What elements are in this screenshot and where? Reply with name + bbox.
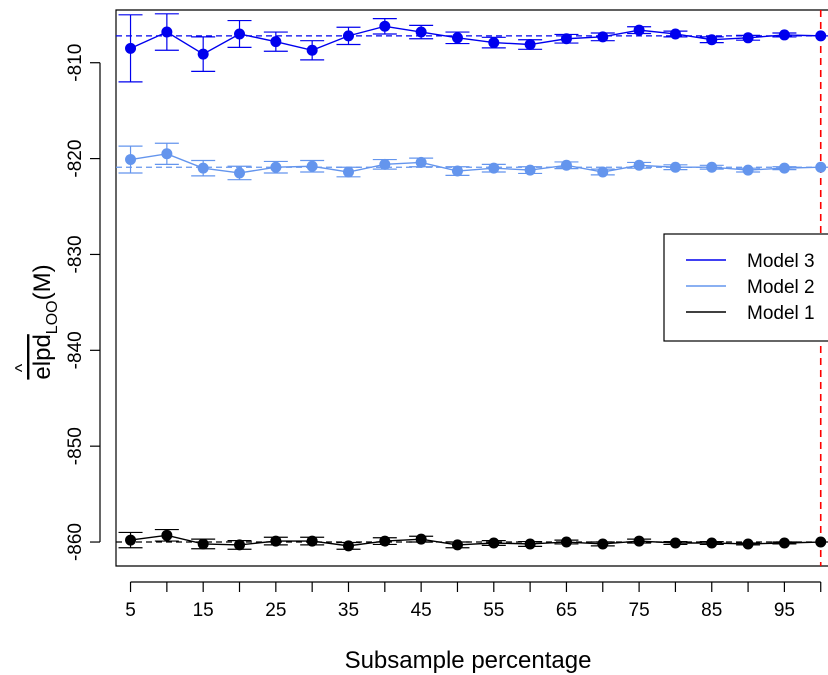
data-point xyxy=(161,26,173,38)
x-axis-label: Subsample percentage xyxy=(345,647,592,674)
series-model-3 xyxy=(116,13,828,83)
data-point xyxy=(234,539,246,551)
y-label-hat: ^ xyxy=(12,363,32,372)
data-point xyxy=(197,48,209,60)
data-point xyxy=(234,167,246,179)
y-label-base: elpd xyxy=(29,334,56,379)
data-point xyxy=(270,161,282,173)
data-point xyxy=(524,164,536,176)
data-point xyxy=(524,39,536,51)
data-point xyxy=(270,36,282,48)
data-point xyxy=(633,535,645,547)
data-point xyxy=(778,29,790,41)
x-tick-label: 15 xyxy=(193,600,214,621)
x-tick-label: 5 xyxy=(125,600,136,621)
y-tick-label: -820 xyxy=(65,140,86,178)
x-tick-label: 75 xyxy=(629,600,650,621)
data-point xyxy=(197,538,209,550)
data-point xyxy=(451,32,463,44)
data-point xyxy=(306,160,318,172)
data-point xyxy=(524,538,536,550)
data-point xyxy=(342,166,354,178)
data-point xyxy=(669,161,681,173)
series-model-2 xyxy=(116,142,828,181)
data-point xyxy=(669,537,681,549)
data-point xyxy=(161,529,173,541)
data-point xyxy=(488,37,500,49)
data-point xyxy=(815,30,827,42)
legend-label: Model 1 xyxy=(747,303,815,324)
y-tick-label: -830 xyxy=(65,235,86,273)
data-point xyxy=(379,20,391,32)
data-point xyxy=(125,534,137,546)
data-point xyxy=(306,535,318,547)
series-layer xyxy=(116,13,828,552)
data-point xyxy=(488,537,500,549)
y-axis-label-text: elpdLOO(M) xyxy=(29,264,61,379)
data-point xyxy=(415,26,427,38)
data-point xyxy=(633,24,645,36)
data-point xyxy=(125,42,137,54)
x-tick-label: 25 xyxy=(265,600,286,621)
data-point xyxy=(778,537,790,549)
legend-box xyxy=(663,233,828,342)
data-point xyxy=(633,159,645,171)
data-point xyxy=(815,161,827,173)
data-point xyxy=(706,34,718,46)
data-point xyxy=(597,166,609,178)
data-point xyxy=(560,33,572,45)
data-point xyxy=(560,159,572,171)
data-point xyxy=(488,162,500,174)
data-point xyxy=(560,536,572,548)
data-point xyxy=(742,538,754,550)
y-label-suffix: (M) xyxy=(29,264,56,300)
x-tick-label: 45 xyxy=(411,600,432,621)
data-point xyxy=(342,540,354,552)
plot-frame xyxy=(115,9,828,567)
data-point xyxy=(415,156,427,168)
data-point xyxy=(197,162,209,174)
data-point xyxy=(669,28,681,40)
data-point xyxy=(234,28,246,40)
series-line xyxy=(130,25,821,55)
y-axis-label: elpdLOO(M)^ xyxy=(12,264,61,379)
data-point xyxy=(125,154,137,166)
x-tick-label: 55 xyxy=(483,600,504,621)
data-point xyxy=(270,535,282,547)
data-point xyxy=(815,536,827,548)
x-tick-label: 85 xyxy=(701,600,722,621)
data-point xyxy=(451,539,463,551)
x-tick-label: 95 xyxy=(774,600,795,621)
series-line xyxy=(130,534,821,547)
data-point xyxy=(379,158,391,170)
data-point xyxy=(306,44,318,56)
data-point xyxy=(161,148,173,160)
data-point xyxy=(706,161,718,173)
y-label-subscript: LOO xyxy=(44,300,61,334)
data-point xyxy=(597,31,609,43)
data-point xyxy=(742,164,754,176)
y-tick-label: -840 xyxy=(65,331,86,369)
legend-label: Model 3 xyxy=(747,251,815,272)
y-tick-label: -860 xyxy=(65,523,86,561)
data-point xyxy=(379,535,391,547)
series-model-1 xyxy=(116,528,828,552)
x-tick-label: 65 xyxy=(556,600,577,621)
data-point xyxy=(597,538,609,550)
x-tick-label: 35 xyxy=(338,600,359,621)
data-point xyxy=(451,165,463,177)
y-tick-label: -850 xyxy=(65,427,86,465)
legend-label: Model 2 xyxy=(747,277,815,298)
data-point xyxy=(415,533,427,545)
data-point xyxy=(742,32,754,44)
y-tick-label: -810 xyxy=(65,44,86,82)
series-line xyxy=(130,153,821,174)
data-point xyxy=(342,30,354,42)
data-point xyxy=(778,162,790,174)
legend: Model 3 Model 2 Model 1 xyxy=(663,233,828,342)
data-point xyxy=(706,537,718,549)
